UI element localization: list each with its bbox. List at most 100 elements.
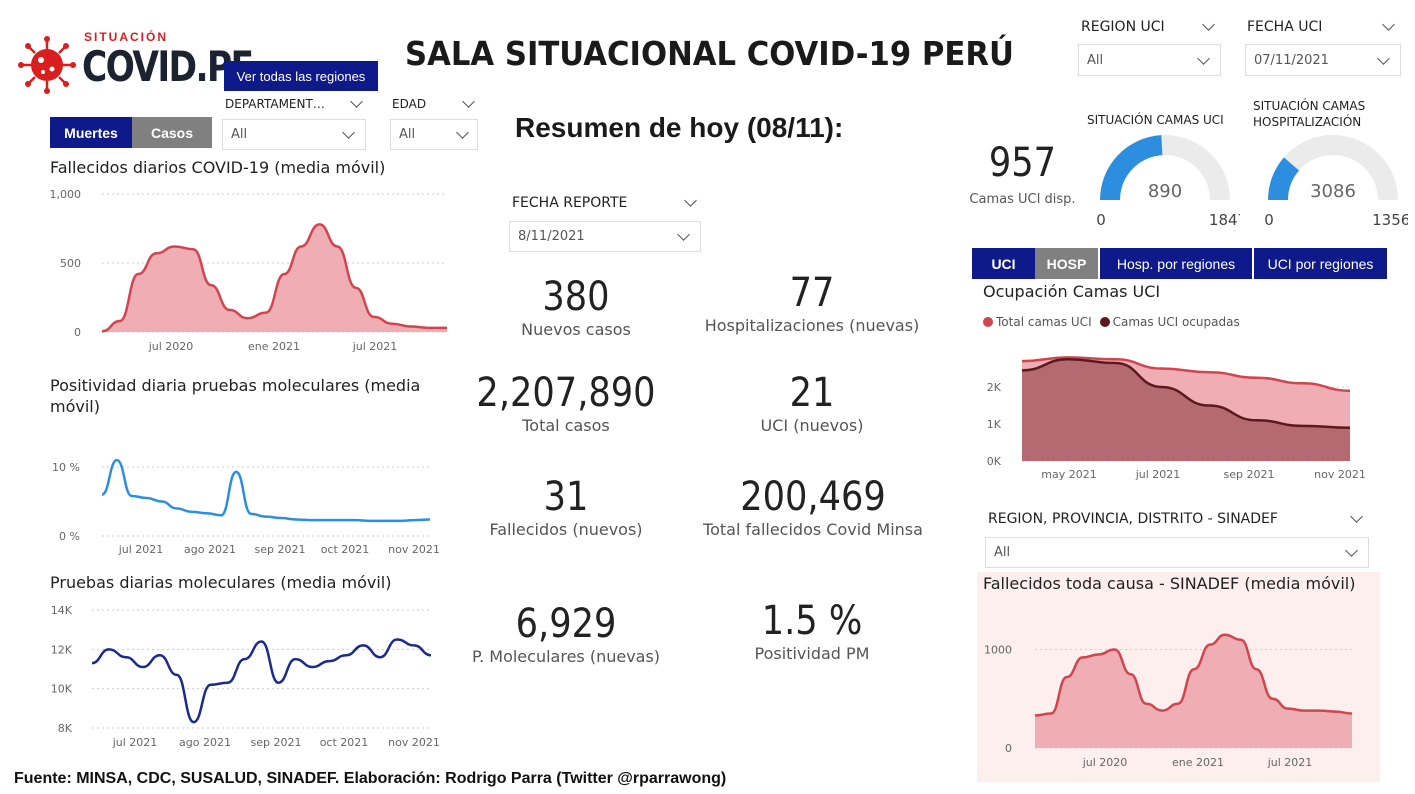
virus-icon	[18, 36, 76, 94]
y-tick-label: 0 %	[59, 530, 80, 543]
chevron-down-icon[interactable]	[684, 194, 697, 207]
footer-source: Fuente: MINSA, CDC, SUSALUD, SINADEF. El…	[14, 770, 727, 787]
y-tick-label: 1000	[984, 644, 1012, 657]
x-tick-label: nov 2021	[1314, 468, 1366, 481]
tests-chart: 8K 10K 12K 14K jul 2021 ago 2021 sep 2021 oct 2…	[51, 604, 440, 749]
x-tick-label: jul 2021	[118, 543, 164, 556]
sinadef-value: All	[994, 545, 1011, 560]
hosp-beds-gauge: 3086 0 13564	[1264, 135, 1408, 229]
region-uci-select[interactable]: All	[1078, 44, 1221, 76]
summary-title: Resumen de hoy (08/11):	[515, 112, 844, 143]
legend-dot-total	[983, 317, 993, 327]
gauge-value: 3086	[1310, 181, 1356, 202]
chevron-down-icon[interactable]	[1350, 510, 1363, 523]
x-tick-label: ago 2021	[184, 543, 236, 556]
kpi-value: 2,207,890	[476, 370, 656, 416]
uci-available-value: 957	[988, 140, 1057, 186]
x-tick-label: sep 2021	[255, 543, 306, 556]
page-title: SALA SITUACIONAL COVID-19 PERÚ	[405, 34, 1014, 73]
edad-select[interactable]: All	[390, 119, 478, 150]
x-tick-label: nov 2021	[388, 736, 440, 749]
gauge-value: 890	[1148, 181, 1182, 202]
gauge-fill	[1100, 135, 1163, 200]
sinadef-chart-title: Fallecidos toda causa - SINADEF (media m…	[983, 574, 1356, 593]
x-tick-label: jul 2020	[1082, 756, 1128, 769]
y-tick-label: 1K	[987, 418, 1002, 431]
kpi-value: 77	[789, 270, 835, 316]
chevron-down-icon[interactable]	[462, 95, 475, 108]
tab-casos[interactable]: Casos	[132, 117, 212, 148]
gauge-min: 0	[1264, 211, 1274, 229]
y-tick-label: 500	[60, 257, 81, 270]
x-tick-label: oct 2021	[321, 543, 370, 556]
chevron-down-icon[interactable]	[1202, 18, 1215, 31]
kpi-positividad: 1.5 % Positividad PM	[702, 598, 922, 663]
positivity-chart-title: Positividad diaria pruebas moleculares (…	[50, 376, 421, 416]
tab-hosp[interactable]: HOSP	[1035, 248, 1098, 279]
x-tick-label: ene 2021	[1172, 756, 1224, 769]
kpi-value: 1.5 %	[761, 598, 863, 644]
tab-uci-regiones[interactable]: UCI por regiones	[1254, 248, 1387, 279]
deaths-chart-title: Fallecidos diarios COVID-19 (media móvil…	[50, 158, 386, 177]
kpi-label: P. Moleculares (nuevas)	[471, 647, 661, 666]
series-line	[1034, 633, 1353, 717]
x-tick-label: jul 2020	[148, 340, 194, 353]
region-uci-value: All	[1087, 52, 1104, 68]
fecha-reporte-select[interactable]: 8/11/2021	[509, 221, 701, 252]
tab-hosp-regiones[interactable]: Hosp. por regiones	[1100, 248, 1252, 279]
tests-chart-title: Pruebas diarias moleculares (media móvil…	[50, 573, 392, 592]
kpi-value: 380	[542, 274, 610, 320]
x-tick-label: jul 2021	[352, 340, 398, 353]
edad-value: All	[399, 127, 416, 142]
kpi-pruebas-moleculares: 6,929 P. Moleculares (nuevas)	[456, 601, 676, 666]
area-fill	[102, 224, 447, 332]
y-tick-label: 10 %	[52, 461, 80, 474]
kpi-label: Total fallecidos Covid Minsa	[703, 520, 923, 539]
kpi-label: Nuevos casos	[521, 320, 631, 339]
kpi-value: 6,929	[515, 601, 617, 647]
gauge-max: 1847	[1209, 211, 1240, 229]
kpi-total-casos: 2,207,890 Total casos	[456, 370, 676, 435]
gauge-hosp-title-line2: HOSPITALIZACIÓN	[1253, 115, 1362, 129]
kpi-value: 200,469	[740, 474, 886, 520]
gauge-uci-title: SITUACIÓN CAMAS UCI	[1087, 113, 1224, 127]
positivity-chart: 0 % 10 % jul 2021 ago 2021 sep 2021 oct 2021 n…	[52, 458, 440, 556]
sinadef-filter-label: REGION, PROVINCIA, DISTRITO - SINADEF	[988, 511, 1278, 527]
icu-occupancy-chart: 0K 1K 2K may 2021 jul 2021 sep 2021 nov 2021	[987, 356, 1366, 481]
kpi-total-fallecidos: 200,469 Total fallecidos Covid Minsa	[693, 474, 933, 539]
series-line	[101, 458, 431, 523]
chevron-down-icon	[456, 126, 469, 139]
tab-uci[interactable]: UCI	[972, 248, 1035, 279]
gauge-hosp-title: SITUACIÓN CAMAS HOSPITALIZACIÓN	[1253, 98, 1365, 130]
series-line	[1021, 357, 1351, 429]
x-tick-label: jul 2021	[1267, 756, 1313, 769]
kpi-hospitalizaciones: 77 Hospitalizaciones (nuevas)	[702, 270, 922, 335]
x-tick-label: nov 2021	[388, 543, 440, 556]
chevron-down-icon	[677, 228, 690, 241]
chevron-down-icon[interactable]	[1382, 18, 1395, 31]
x-tick-label: sep 2021	[251, 736, 302, 749]
logo-subtitle: SITUACIÓN	[84, 30, 168, 44]
sinadef-select[interactable]: All	[985, 537, 1369, 568]
chevron-down-icon	[1345, 544, 1358, 557]
kpi-label: UCI (nuevos)	[760, 416, 864, 435]
legend-total-label: Total camas UCI	[996, 315, 1092, 329]
departamento-select[interactable]: All	[222, 119, 366, 150]
x-tick-label: ago 2021	[179, 736, 231, 749]
tab-muertes[interactable]: Muertes	[50, 117, 132, 148]
y-tick-label: 2K	[987, 381, 1002, 394]
y-tick-label: 8K	[58, 722, 73, 735]
kpi-value: 31	[543, 474, 589, 520]
area-fill	[1022, 359, 1350, 461]
deaths-chart: 0 500 1,000 jul 2020 ene 2021 jul 2021	[50, 188, 447, 353]
edad-label: EDAD	[392, 97, 427, 111]
y-tick-label: 14K	[51, 604, 73, 617]
chevron-down-icon[interactable]	[350, 95, 363, 108]
logo: SITUACIÓN COVID.PE	[18, 20, 254, 94]
kpi-label: Fallecidos (nuevos)	[489, 520, 643, 539]
all-regions-button[interactable]: Ver todas las regiones	[224, 61, 378, 91]
series-line	[1021, 356, 1351, 392]
x-tick-label: jul 2021	[112, 736, 158, 749]
x-tick-label: jul 2021	[1135, 468, 1181, 481]
fecha-uci-select[interactable]: 07/11/2021	[1245, 44, 1401, 76]
